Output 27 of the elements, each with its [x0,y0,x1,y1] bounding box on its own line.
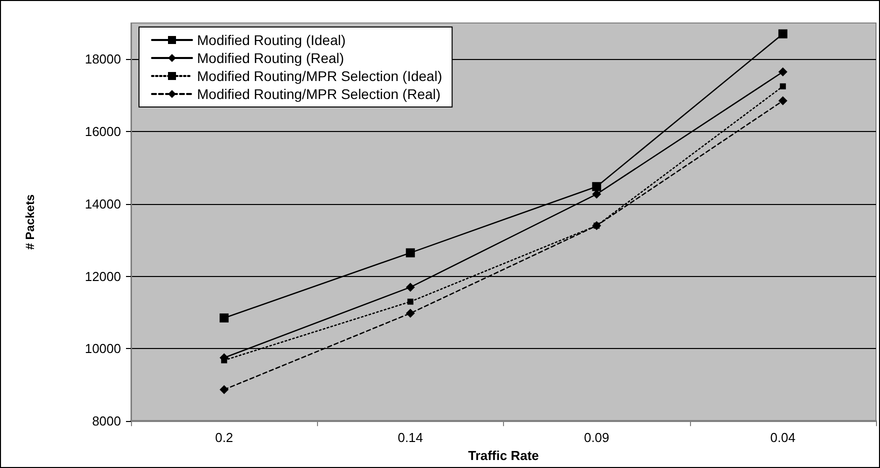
point [220,385,229,394]
y-tick-label: 10000 [84,341,121,356]
y-tick-label: 14000 [84,196,121,212]
y-tick-label: 12000 [84,268,121,284]
x-tick-label: 0.2 [215,430,234,446]
y-axis-title: # Packets [23,194,37,250]
legend-label: Modified Routing/MPR Selection (Ideal) [197,68,442,84]
point [778,96,788,106]
x-tick-label: 0.04 [770,430,796,446]
y-tick-label: 16000 [84,124,121,140]
point [406,308,415,318]
point [220,313,229,322]
point [407,298,414,305]
point [778,67,788,76]
x-axis-title: Traffic Rate [468,448,539,463]
legend-label: Modified Routing/MPR Selection (Real) [197,86,441,102]
y-tick-label: 8000 [92,414,121,429]
point [780,83,786,90]
x-tick-label: 0.14 [398,430,424,446]
y-tick-label: 18000 [84,52,121,67]
point [406,248,415,258]
legend-label: Modified Routing (Ideal) [197,32,346,48]
point [592,182,602,192]
legend-label: Modified Routing (Real) [197,50,344,66]
point [778,29,788,38]
x-tick-label: 0.09 [584,430,610,446]
point [406,282,415,292]
